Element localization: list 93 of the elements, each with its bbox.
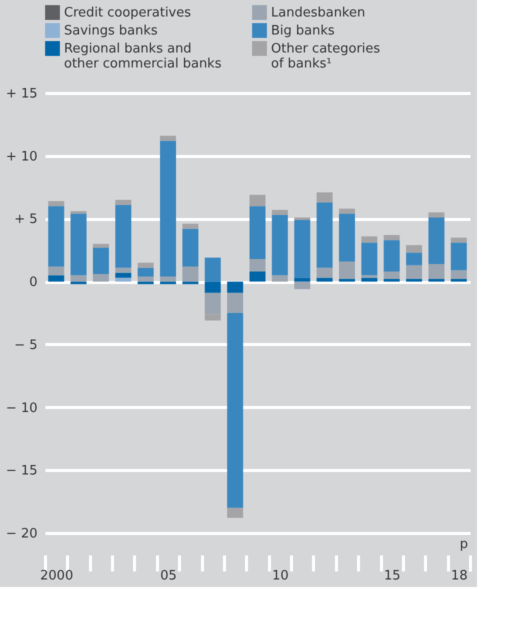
bar xyxy=(450,242,467,270)
bar xyxy=(250,272,266,282)
bar xyxy=(272,210,288,215)
bar xyxy=(227,508,244,518)
bar xyxy=(160,140,176,277)
bar xyxy=(294,220,310,278)
bar xyxy=(115,204,132,268)
y-tick-label: + 5 xyxy=(14,212,38,228)
bar xyxy=(316,268,333,278)
bar xyxy=(406,252,422,266)
bar xyxy=(450,270,467,280)
bar xyxy=(250,258,266,272)
x-tick-label: 18 xyxy=(451,568,468,584)
bar xyxy=(361,275,378,278)
bar xyxy=(338,261,355,280)
bar xyxy=(70,282,87,284)
bar xyxy=(70,275,87,282)
text: p xyxy=(460,537,468,552)
bar xyxy=(361,278,378,282)
x-tick-label: 10 xyxy=(272,568,289,584)
bar xyxy=(138,282,154,284)
bar xyxy=(182,224,198,229)
bar xyxy=(428,279,444,282)
bar xyxy=(227,282,244,293)
bar xyxy=(70,211,87,214)
bar xyxy=(316,202,333,268)
x-tick-label: 2000 xyxy=(40,568,74,584)
legend-label: Savings banks xyxy=(64,24,158,38)
legend-label: Landesbanken xyxy=(271,6,366,21)
y-tick-label: 0 xyxy=(29,275,38,290)
bar xyxy=(250,206,266,259)
bar xyxy=(406,245,422,253)
bar xyxy=(406,265,422,280)
bar xyxy=(182,266,198,282)
bar xyxy=(428,212,444,218)
bar xyxy=(384,279,400,282)
bar xyxy=(182,282,198,284)
bar xyxy=(384,272,400,280)
bar xyxy=(92,274,109,282)
bar xyxy=(272,275,288,282)
bar xyxy=(384,240,400,272)
y-tick-label: + 15 xyxy=(6,86,38,102)
bar xyxy=(227,292,244,313)
legend-label: Regional banks and other commercial banks xyxy=(64,42,222,72)
legend-label: Credit cooperatives xyxy=(64,6,192,21)
bar xyxy=(406,279,422,282)
bar xyxy=(115,272,132,278)
bar xyxy=(48,266,64,276)
bar xyxy=(115,200,132,205)
bar xyxy=(450,279,467,282)
bar xyxy=(48,206,64,266)
bar xyxy=(338,208,355,214)
bar xyxy=(428,217,444,264)
y-tick-label: − 10 xyxy=(6,400,38,416)
bar xyxy=(294,282,310,290)
bar xyxy=(138,262,154,268)
bar xyxy=(316,278,333,282)
bar xyxy=(204,258,221,282)
bar xyxy=(294,217,310,220)
x-tick-label: 05 xyxy=(160,568,177,584)
bar xyxy=(48,275,64,282)
y-tick-label: + 10 xyxy=(6,149,38,164)
bar xyxy=(294,278,310,282)
bar xyxy=(384,235,400,240)
bar xyxy=(204,282,221,293)
y-tick-label: − 5 xyxy=(14,338,38,353)
bar xyxy=(227,313,244,508)
bar xyxy=(450,238,467,243)
bar xyxy=(92,244,109,248)
x-tick-label: 15 xyxy=(384,568,400,584)
bar xyxy=(250,194,266,206)
bar xyxy=(115,278,132,282)
legend-label: Big banks xyxy=(271,24,335,38)
bar xyxy=(160,282,176,284)
bar xyxy=(272,214,288,276)
bar xyxy=(338,279,355,282)
bar xyxy=(160,276,176,282)
bar xyxy=(92,248,109,274)
bar xyxy=(428,264,444,280)
bar xyxy=(361,242,378,276)
bar xyxy=(361,236,378,243)
bar xyxy=(338,214,355,262)
bar xyxy=(138,276,154,282)
legend-label: Other categories of banks¹ xyxy=(271,42,380,72)
y-tick-label: − 15 xyxy=(6,464,38,479)
bar xyxy=(182,228,198,266)
bar xyxy=(70,214,87,276)
bar xyxy=(48,201,64,206)
bar xyxy=(160,136,176,141)
bar xyxy=(316,192,333,202)
y-tick-label: − 20 xyxy=(6,526,38,542)
bar xyxy=(115,268,132,273)
bar xyxy=(138,268,154,277)
